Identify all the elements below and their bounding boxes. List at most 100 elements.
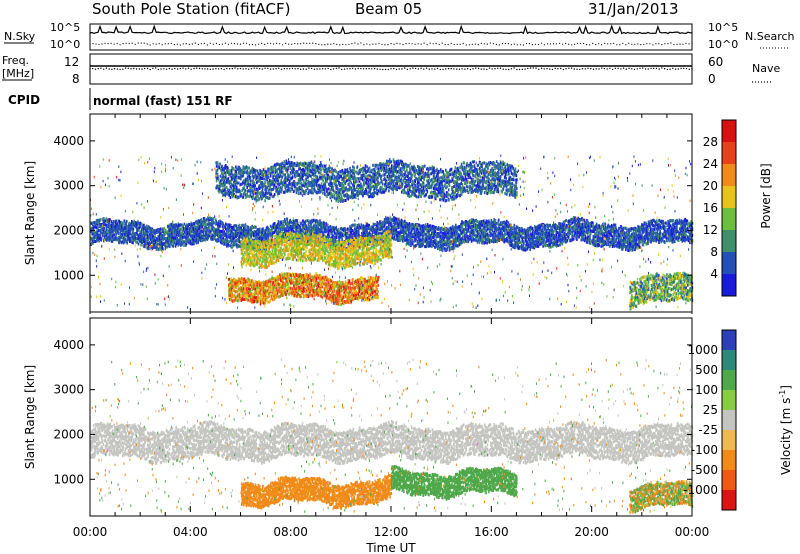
nsearch-dot bbox=[237, 43, 238, 44]
nave-dot bbox=[456, 68, 457, 69]
nsearch-dot bbox=[333, 43, 334, 44]
nave-dot bbox=[166, 69, 167, 70]
nsearch-dot bbox=[342, 44, 343, 45]
nave-dot bbox=[555, 68, 556, 69]
nsearch-dot bbox=[222, 44, 223, 45]
nsearch-dot bbox=[276, 43, 277, 44]
nsearch-dot bbox=[493, 43, 494, 44]
nave-dot bbox=[278, 68, 279, 69]
nsearch-dot bbox=[643, 44, 644, 45]
nave-dot bbox=[106, 67, 107, 68]
nave-dot bbox=[475, 68, 476, 69]
nsearch-dot bbox=[369, 44, 370, 45]
data-cell bbox=[169, 245, 171, 248]
nave-dot bbox=[437, 68, 438, 69]
nave-dot bbox=[574, 68, 575, 69]
nsearch-dot bbox=[499, 44, 500, 45]
nsearch-dot bbox=[607, 43, 608, 44]
nsearch-dot bbox=[303, 43, 304, 44]
nave-dot bbox=[478, 68, 479, 69]
nsearch-dot bbox=[189, 44, 190, 45]
nsearch-dot bbox=[559, 43, 560, 44]
data-cell bbox=[226, 232, 228, 235]
data-cell bbox=[464, 232, 466, 235]
nave-dot bbox=[637, 68, 638, 69]
nsearch-dot bbox=[129, 43, 130, 44]
nsearch-dot bbox=[315, 43, 316, 44]
data-cell bbox=[205, 223, 207, 226]
nave-dot bbox=[155, 67, 156, 68]
nave-dot bbox=[505, 69, 506, 70]
data-cell bbox=[98, 240, 100, 243]
nave-dot bbox=[103, 69, 104, 70]
nsearch-dot bbox=[595, 44, 596, 45]
nsearch-dot bbox=[679, 44, 680, 45]
data-cell bbox=[361, 223, 363, 226]
nsearch-dot bbox=[490, 42, 491, 43]
nave-dot bbox=[292, 68, 293, 69]
nave-dot bbox=[426, 68, 427, 69]
nsearch-dot bbox=[580, 43, 581, 44]
nsearch-dot bbox=[619, 44, 620, 45]
nave-dot bbox=[451, 68, 452, 69]
nave-dot bbox=[683, 68, 684, 69]
nave-dot bbox=[590, 68, 591, 69]
data-cell bbox=[506, 220, 508, 223]
nsearch-dot bbox=[282, 44, 283, 45]
nave-dot bbox=[565, 68, 566, 69]
nsearch-dot bbox=[613, 43, 614, 44]
nave-dot bbox=[393, 68, 394, 69]
nave-dot bbox=[273, 68, 274, 69]
nsearch-dot bbox=[601, 44, 602, 45]
data-cell bbox=[173, 244, 175, 247]
nsearch-dot bbox=[117, 43, 118, 44]
nave-dot bbox=[420, 68, 421, 69]
nsearch-dot bbox=[288, 44, 289, 45]
nsearch-dot bbox=[610, 43, 611, 44]
nave-dot bbox=[177, 68, 178, 69]
nave-dot bbox=[563, 69, 564, 70]
nave-dot bbox=[404, 67, 405, 68]
nave-dot bbox=[169, 68, 170, 69]
data-cell bbox=[565, 237, 567, 240]
nave-dot bbox=[306, 69, 307, 70]
nsearch-dot bbox=[327, 44, 328, 45]
nsearch-dot bbox=[312, 43, 313, 44]
nsearch-dot bbox=[406, 43, 407, 44]
nave-dot bbox=[141, 68, 142, 69]
nsearch-dot bbox=[538, 44, 539, 45]
nsearch-dot bbox=[445, 44, 446, 45]
nave-dot bbox=[322, 68, 323, 69]
nave-dot bbox=[453, 68, 454, 69]
nave-dot bbox=[344, 68, 345, 69]
nave-dot bbox=[689, 69, 690, 70]
data-cell bbox=[187, 227, 189, 230]
nave-dot bbox=[139, 68, 140, 69]
nave-label: Nave bbox=[752, 62, 780, 75]
data-cell bbox=[532, 227, 534, 230]
nave-dot bbox=[109, 68, 110, 69]
nave-dot bbox=[196, 68, 197, 69]
nave-dot bbox=[210, 69, 211, 70]
nave-dot bbox=[415, 68, 416, 69]
nsearch-tick-top: 10^5 bbox=[708, 21, 738, 34]
nave-dot bbox=[114, 68, 115, 69]
nsearch-dot bbox=[532, 44, 533, 45]
nsearch-dot bbox=[418, 43, 419, 44]
nave-dot bbox=[596, 68, 597, 69]
nsearch-dot bbox=[98, 44, 99, 45]
nave-dot bbox=[571, 68, 572, 69]
nave-dot bbox=[267, 68, 268, 69]
nave-dot bbox=[601, 67, 602, 68]
nave-dot bbox=[434, 68, 435, 69]
data-cell bbox=[109, 222, 111, 225]
nsearch-dot bbox=[451, 43, 452, 44]
nsearch-dot bbox=[625, 44, 626, 45]
nave-dot bbox=[379, 69, 380, 70]
nave-dot bbox=[587, 68, 588, 69]
nsearch-dot bbox=[628, 43, 629, 44]
nave-dot bbox=[653, 68, 654, 69]
data-cell bbox=[173, 234, 175, 237]
data-cell bbox=[138, 243, 140, 246]
nave-dot bbox=[237, 68, 238, 69]
